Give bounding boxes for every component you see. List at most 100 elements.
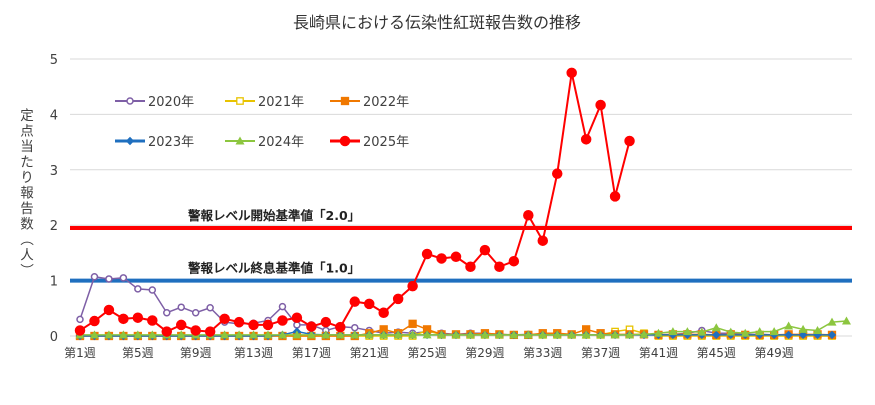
data-point — [827, 317, 837, 326]
x-tick-label: 第5週 — [122, 346, 154, 360]
series-5 — [74, 67, 635, 337]
data-point — [306, 321, 317, 332]
data-point — [392, 293, 404, 305]
data-point — [639, 329, 649, 338]
y-axis-label-char: た — [20, 155, 34, 171]
data-point — [437, 330, 447, 339]
data-point — [551, 168, 563, 179]
x-tick-label: 第45週 — [697, 346, 736, 360]
legend: 2020年 2021年 2022年 2023年 2024年 2025年 — [115, 95, 409, 150]
x-tick-label: 第37週 — [581, 346, 620, 360]
data-point — [133, 330, 143, 339]
x-axis: 第1週 第5週 第9週 第13週 第17週 第21週 第25週 第29週 第33週 第37週 第41… — [64, 346, 794, 360]
data-point — [104, 330, 114, 339]
data-point — [335, 321, 346, 333]
data-point — [827, 330, 837, 340]
data-point — [278, 302, 287, 311]
x-tick-label: 第17週 — [292, 346, 331, 360]
legend-label: 2024年 — [258, 135, 304, 150]
data-point — [105, 275, 113, 283]
data-point — [349, 296, 361, 307]
data-point — [320, 316, 332, 328]
data-point — [697, 327, 707, 336]
data-point — [103, 304, 115, 316]
data-point — [451, 330, 461, 339]
data-point — [134, 285, 142, 293]
data-point — [421, 248, 433, 260]
data-point — [567, 330, 577, 339]
data-point — [132, 312, 144, 323]
reference-line-label: 警報レベル終息基準値「1.0」 — [187, 261, 360, 276]
y-axis-label-char: 報 — [20, 186, 34, 202]
y-tick-label: 5 — [50, 53, 58, 68]
data-point — [609, 191, 621, 202]
data-point — [89, 315, 100, 327]
x-tick-label: 第21週 — [350, 346, 389, 360]
data-point — [147, 315, 158, 326]
data-point — [204, 326, 216, 337]
x-tick-label: 第1週 — [64, 346, 96, 360]
data-point — [813, 325, 823, 334]
data-point — [321, 330, 331, 339]
legend-label: 2023年 — [148, 135, 194, 150]
reference-line-label: 警報レベル開始基準値「2.0」 — [187, 208, 360, 223]
data-point — [784, 330, 793, 340]
data-point — [624, 135, 635, 147]
data-point — [378, 307, 389, 318]
data-point — [581, 330, 591, 339]
y-axis-label-char: 定 — [20, 108, 34, 124]
data-point — [177, 303, 185, 311]
y-tick-label: 0 — [50, 330, 58, 345]
data-point — [465, 261, 476, 272]
data-point — [277, 330, 287, 339]
data-point — [479, 244, 491, 256]
data-point — [277, 315, 288, 326]
legend-marker — [236, 97, 244, 105]
data-point — [220, 330, 230, 339]
data-point — [119, 274, 128, 282]
data-point — [234, 330, 244, 339]
y-axis: 0 1 2 3 4 5 — [50, 53, 58, 345]
data-point — [595, 99, 606, 111]
legend-entry: 2025年 — [330, 135, 409, 150]
data-point — [291, 312, 303, 323]
data-point — [494, 261, 505, 272]
data-point — [784, 321, 794, 330]
x-tick-label: 第41週 — [639, 346, 678, 360]
data-point — [537, 235, 549, 246]
legend-entry: 2020年 — [115, 95, 194, 110]
y-axis-label-char: 当 — [20, 139, 34, 155]
data-point — [364, 330, 374, 339]
data-point — [335, 330, 345, 339]
y-tick-label: 1 — [50, 275, 58, 290]
data-point — [206, 303, 214, 312]
data-point — [190, 325, 201, 336]
data-point — [233, 316, 245, 328]
legend-label: 2025年 — [363, 135, 409, 150]
data-point — [176, 330, 186, 339]
data-point — [436, 253, 447, 264]
y-axis-label-char: 告 — [20, 201, 34, 217]
data-point — [712, 330, 721, 340]
data-point — [118, 313, 129, 325]
data-point — [480, 330, 490, 339]
data-point — [393, 330, 403, 339]
data-point — [711, 323, 721, 332]
data-point — [580, 134, 592, 145]
legend-marker — [125, 136, 135, 146]
y-axis-label-char: 人 — [20, 248, 34, 264]
data-point — [552, 330, 562, 339]
x-tick-label: 第13週 — [234, 346, 273, 360]
data-point — [422, 330, 432, 339]
x-tick-label: 第29週 — [465, 346, 504, 360]
x-tick-label: 第49週 — [755, 346, 794, 360]
data-point — [740, 328, 750, 337]
data-point — [769, 327, 779, 336]
legend-marker — [340, 96, 350, 106]
y-axis-label-char: り — [20, 170, 34, 186]
data-point — [625, 330, 635, 339]
data-point — [755, 327, 765, 336]
legend-entry: 2021年 — [225, 95, 304, 110]
